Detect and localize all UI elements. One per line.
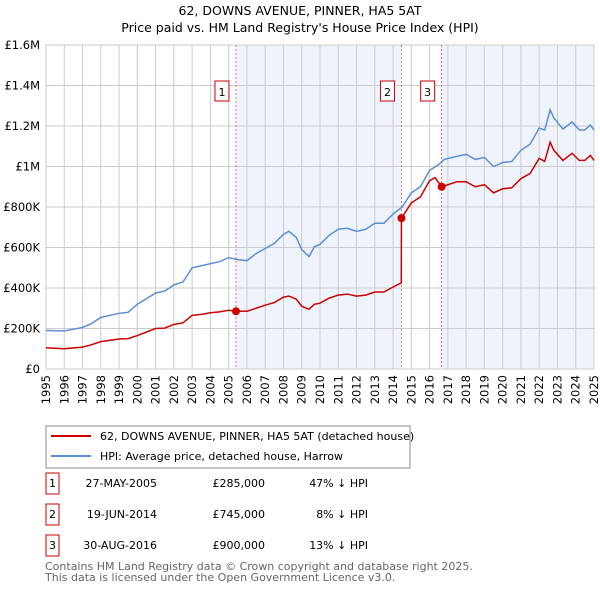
x-tick-label: 2004	[203, 375, 217, 404]
x-tick-label: 2022	[532, 375, 546, 404]
legend-label-price: 62, DOWNS AVENUE, PINNER, HA5 5AT (detac…	[100, 430, 414, 443]
y-tick-label: £200K	[3, 322, 40, 336]
sale-row-price: £900,000	[213, 539, 266, 552]
y-tick-label: £0	[25, 362, 40, 376]
legend-label-hpi: HPI: Average price, detached house, Harr…	[100, 450, 343, 463]
x-tick-label: 2017	[441, 375, 455, 404]
plot-frame	[45, 44, 595, 370]
y-tick-label: £1.4M	[4, 79, 40, 93]
sale-row-number: 2	[49, 508, 56, 521]
x-tick-label: 2002	[167, 375, 181, 404]
x-tick-label: 2005	[222, 375, 236, 404]
x-tick-label: 2003	[185, 375, 199, 404]
x-tick-label: 2025	[587, 375, 600, 404]
sale-marker-number: 3	[424, 86, 431, 99]
x-tick-label: 2015	[404, 375, 418, 404]
sale-marker-box	[379, 80, 395, 102]
sale-row-badge	[45, 534, 60, 557]
sale-row-number: 1	[49, 477, 56, 490]
x-tick-label: 2001	[149, 375, 163, 404]
sale-point	[437, 182, 446, 191]
footer-line-1: Contains HM Land Registry data © Crown c…	[45, 560, 473, 573]
legend-box	[45, 425, 411, 469]
chart-title: 62, DOWNS AVENUE, PINNER, HA5 5AT	[179, 3, 422, 18]
sale-marker-number: 1	[218, 86, 225, 99]
y-tick-label: £400K	[3, 281, 40, 295]
footer-line-2: This data is licensed under the Open Gov…	[44, 571, 395, 584]
x-tick-label: 2007	[258, 375, 272, 404]
sale-row-price: £285,000	[213, 477, 266, 490]
series-line-price	[45, 140, 595, 350]
x-tick-label: 1996	[57, 375, 71, 404]
y-tick-label: £800K	[3, 200, 40, 214]
x-tick-label: 2000	[130, 375, 144, 404]
sale-row-price: £745,000	[213, 508, 266, 521]
sale-row-hpi-diff: 13% ↓ HPI	[309, 539, 368, 552]
x-tick-label: 2023	[550, 375, 564, 404]
chart-subtitle: Price paid vs. HM Land Registry's House …	[121, 20, 478, 35]
x-tick-label: 2012	[350, 375, 364, 404]
x-tick-label: 2008	[276, 375, 290, 404]
x-tick-label: 2016	[423, 375, 437, 404]
x-tick-label: 2020	[496, 375, 510, 404]
x-tick-label: 1998	[94, 375, 108, 404]
sale-row-number: 3	[49, 539, 56, 552]
x-tick-label: 1995	[39, 375, 53, 404]
x-tick-label: 2013	[368, 375, 382, 404]
sale-marker-number: 2	[384, 86, 391, 99]
x-tick-label: 2021	[514, 375, 528, 404]
sale-row-badge	[45, 503, 60, 526]
x-tick-label: 1999	[112, 375, 126, 404]
x-tick-label: 2011	[331, 375, 345, 404]
sale-marker-box	[420, 80, 436, 102]
x-tick-label: 2018	[459, 375, 473, 404]
sale-point	[397, 214, 406, 223]
sale-row-date: 19-JUN-2014	[87, 508, 157, 521]
x-tick-label: 2024	[569, 375, 583, 404]
sale-row-hpi-diff: 47% ↓ HPI	[309, 477, 368, 490]
x-tick-label: 2014	[386, 375, 400, 404]
sale-marker-box	[214, 80, 230, 102]
sale-row-badge	[45, 472, 60, 495]
x-tick-label: 2009	[295, 375, 309, 404]
y-tick-label: £1.6M	[4, 38, 40, 52]
x-tick-label: 2010	[313, 375, 327, 404]
sale-row-hpi-diff: 8% ↓ HPI	[316, 508, 368, 521]
y-tick-label: £1M	[15, 160, 40, 174]
y-tick-label: £600K	[3, 241, 40, 255]
sale-row-date: 27-MAY-2005	[85, 477, 157, 490]
sale-row-date: 30-AUG-2016	[83, 539, 157, 552]
series-line-hpi	[45, 107, 595, 332]
y-tick-label: £1.2M	[4, 119, 40, 133]
x-tick-label: 2006	[240, 375, 254, 404]
sale-point	[231, 307, 240, 316]
legend: 62, DOWNS AVENUE, PINNER, HA5 5AT (detac…	[45, 425, 414, 469]
sales-table: 1 27-MAY-2005 £285,000 47% ↓ HPI 2 19-JUN-201…	[45, 472, 368, 557]
x-tick-label: 1997	[76, 375, 90, 404]
x-tick-label: 2019	[477, 375, 491, 404]
